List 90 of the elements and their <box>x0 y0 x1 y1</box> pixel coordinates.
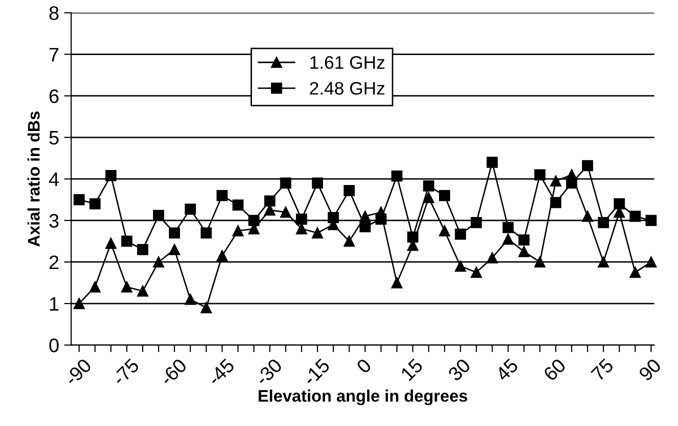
point <box>454 260 466 272</box>
point <box>264 195 276 206</box>
x-tick-label: 60 <box>542 358 567 382</box>
y-tick-label: 1 <box>50 297 58 311</box>
point <box>438 190 450 202</box>
point <box>216 190 228 202</box>
point <box>280 206 292 218</box>
x-tick-label: 90 <box>638 358 662 382</box>
point <box>280 178 292 189</box>
point <box>646 256 657 268</box>
point <box>582 160 594 172</box>
point <box>598 216 609 228</box>
y-tick-label: 7 <box>50 48 58 62</box>
x-axis-title: Elevation angle in degrees <box>258 390 468 406</box>
y-tick-label: 0 <box>49 338 59 352</box>
y-tick-label: 5 <box>49 131 59 145</box>
x-tick-label: 15 <box>400 358 424 382</box>
x-tick-label: -90 <box>64 358 92 386</box>
x-tick-label: -30 <box>254 358 283 386</box>
point <box>360 210 371 222</box>
point <box>184 294 196 305</box>
point <box>502 222 514 234</box>
point <box>200 227 212 238</box>
point <box>518 234 530 246</box>
y-tick-label: 6 <box>50 89 59 104</box>
point <box>105 170 116 182</box>
y-tick-label: 3 <box>49 214 59 228</box>
legend-label: 2.48 GHz <box>310 82 384 95</box>
point <box>200 302 212 314</box>
x-tick-label: -15 <box>302 358 330 386</box>
point <box>168 244 180 256</box>
x-tick-label: 45 <box>494 358 519 382</box>
point <box>598 256 609 268</box>
x-tick-label: 0 <box>356 358 372 374</box>
point <box>486 252 498 264</box>
legend-label: 1.61 GHz <box>310 56 384 69</box>
point <box>454 228 466 240</box>
point <box>89 281 101 292</box>
point <box>438 225 450 236</box>
point <box>184 204 196 215</box>
point <box>74 194 85 206</box>
point <box>630 210 641 222</box>
point <box>502 234 514 245</box>
point <box>486 156 498 168</box>
point <box>328 212 339 224</box>
point <box>534 256 546 268</box>
point <box>137 244 148 256</box>
point <box>153 210 164 222</box>
x-tick-label: 75 <box>590 358 614 382</box>
x-tick-label: -60 <box>159 358 188 386</box>
point <box>391 170 402 182</box>
point <box>344 184 355 196</box>
point <box>470 216 482 228</box>
y-tick-label: 4 <box>49 172 59 186</box>
point <box>391 277 402 288</box>
x-tick-label: 30 <box>447 358 472 382</box>
point <box>232 200 244 211</box>
point <box>121 281 132 292</box>
point <box>614 198 625 210</box>
point <box>168 227 180 238</box>
point <box>74 298 85 310</box>
point <box>550 175 562 187</box>
point <box>423 192 434 204</box>
y-tick-label: 8 <box>49 6 59 20</box>
point <box>296 223 308 234</box>
point <box>121 236 132 247</box>
point <box>534 169 546 180</box>
point <box>312 227 324 238</box>
point <box>344 236 355 247</box>
x-tick-label: -75 <box>112 358 140 386</box>
point <box>89 198 101 210</box>
point <box>105 238 116 249</box>
point <box>582 210 594 222</box>
point <box>646 214 657 226</box>
point <box>216 250 228 262</box>
point <box>566 169 578 180</box>
y-tick-label: 2 <box>50 255 58 270</box>
point <box>232 225 244 236</box>
point <box>296 214 308 225</box>
point <box>375 206 387 218</box>
point <box>630 266 641 278</box>
y-axis-title: Axial ratio in dBs <box>27 112 40 247</box>
point <box>153 256 164 268</box>
point <box>423 180 434 192</box>
x-tick-label: -45 <box>206 358 236 386</box>
point <box>518 246 530 258</box>
point <box>470 266 482 278</box>
point <box>312 178 324 189</box>
point <box>550 197 562 208</box>
point <box>137 286 148 297</box>
